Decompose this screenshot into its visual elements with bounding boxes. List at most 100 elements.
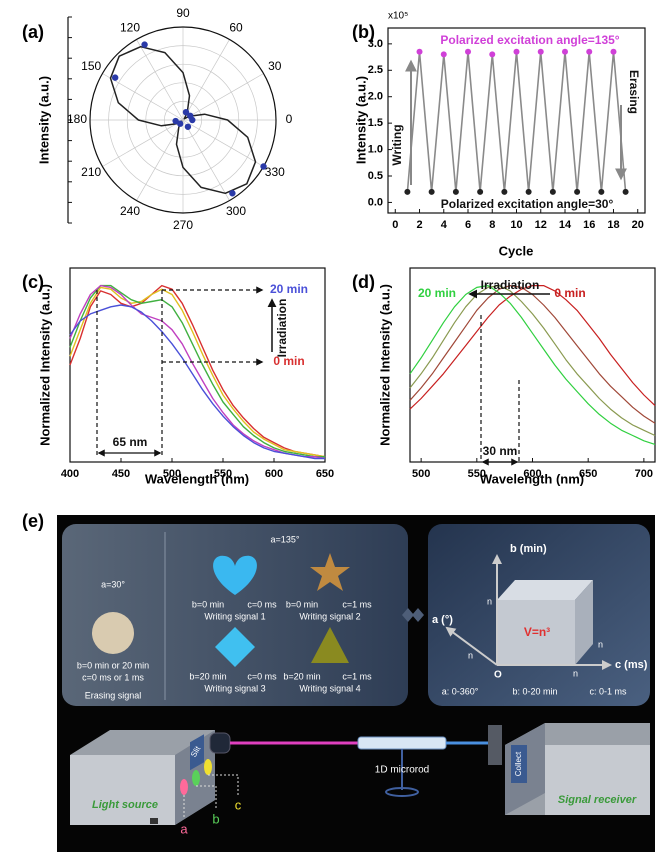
data-point — [184, 123, 192, 130]
cube-side — [575, 580, 593, 665]
n-label: n — [468, 650, 473, 660]
filter-label: a — [180, 821, 188, 836]
theta-tick-label: 330 — [265, 165, 285, 179]
param: c=1 ms — [342, 671, 372, 681]
theta-tick-label: 180 — [67, 112, 87, 126]
data-point — [452, 188, 459, 195]
data-point — [182, 108, 190, 116]
panel-label: (a) — [22, 22, 44, 42]
lens — [209, 732, 231, 754]
theta-tick-label: 270 — [173, 218, 193, 232]
angle-label: a=30° — [101, 579, 125, 589]
grid-line — [136, 39, 184, 121]
filter-label: c — [235, 797, 242, 812]
grid-line — [182, 39, 230, 121]
stand-base — [385, 787, 419, 797]
signal-label: Writing signal 1 — [204, 611, 265, 621]
param: c=1 ms — [342, 599, 372, 609]
x-tick-label: 500 — [163, 468, 181, 480]
data-line — [69, 284, 325, 458]
grid-line — [102, 119, 184, 167]
y-tick-label: 0.0 — [368, 196, 383, 208]
x-tick-label: 12 — [535, 219, 547, 231]
x-tick-label: 700 — [635, 468, 653, 480]
grid-line — [182, 119, 264, 167]
cube-top — [497, 580, 593, 600]
theta-tick-label: 60 — [229, 20, 243, 34]
theta-tick-label: 90 — [176, 6, 190, 20]
theta-tick-label: 150 — [81, 59, 101, 73]
collect-label: Collect — [514, 751, 523, 776]
data-point — [549, 188, 556, 195]
erasing-icon — [92, 612, 134, 654]
annotation: Polarized excitation angle=135° — [440, 33, 619, 47]
filter-lead — [183, 774, 239, 817]
data-point — [111, 74, 119, 81]
theta-tick-label: 120 — [120, 20, 140, 34]
star-icon — [310, 553, 350, 591]
volume-label: V=n³ — [524, 625, 550, 639]
source-label: Light source — [92, 799, 158, 811]
param: b=20 min — [189, 671, 226, 681]
data-point — [610, 48, 617, 55]
x-tick-label: 400 — [61, 468, 79, 480]
y-tick-label: 2.5 — [368, 64, 383, 76]
data-point — [513, 48, 520, 55]
data-point — [404, 188, 411, 195]
x-tick-label: 550 — [214, 468, 232, 480]
axis-label: c (ms) — [615, 659, 648, 671]
angle-label: a=135° — [271, 534, 300, 544]
charts: 0306090120150180210240270300330(a)Intens… — [22, 6, 656, 486]
x-tick-label: 14 — [559, 219, 572, 231]
param: c=0 ms — [247, 671, 277, 681]
range: b: 0-20 min — [512, 686, 557, 696]
panel-label: (d) — [352, 272, 375, 292]
data-point — [260, 163, 267, 170]
grid-line — [182, 119, 230, 201]
data-point — [477, 188, 484, 195]
y-axis-label: Normalized Intensity (a.u.) — [377, 284, 392, 446]
data-line — [69, 304, 325, 460]
filter — [180, 779, 188, 795]
origin: O — [494, 670, 502, 681]
data-point — [598, 188, 605, 195]
data-point — [416, 48, 423, 55]
theta-tick-label: 300 — [226, 204, 246, 218]
signal-label: Writing signal 4 — [299, 683, 360, 693]
n-label: n — [573, 668, 578, 678]
annotation: Irradiation — [275, 299, 289, 358]
panel-e: (e) a=30° b=0 min or 20 min c=0 ms or 1 … — [22, 511, 655, 852]
n-label: n — [598, 639, 603, 649]
cube-front — [497, 600, 575, 665]
x-tick-label: 6 — [465, 219, 471, 231]
rod-label: 1D microrod — [375, 765, 429, 776]
x-tick-label: 8 — [489, 219, 495, 231]
annotation: 0 min — [273, 354, 304, 368]
collect-window — [511, 745, 527, 783]
annotation: Polarized excitation angle=30° — [441, 197, 614, 211]
x-tick-label: 20 — [632, 219, 644, 231]
x-axis-label: Wavelength (nm) — [145, 471, 249, 486]
x-tick-label: 500 — [412, 468, 430, 480]
x-axis-label: Cycle — [499, 243, 534, 258]
range: a: 0-360° — [442, 686, 479, 696]
microrod — [357, 736, 447, 750]
x-tick-label: 4 — [441, 219, 448, 231]
axis — [445, 626, 498, 666]
diamond-icon — [215, 627, 255, 667]
data-point — [525, 188, 532, 195]
signal-label: Erasing signal — [85, 690, 142, 700]
x-tick-label: 650 — [316, 468, 334, 480]
n-label: n — [487, 596, 492, 606]
x-tick-label: 2 — [416, 219, 422, 231]
data-point — [229, 190, 236, 197]
filter — [192, 770, 200, 786]
data-line — [406, 51, 627, 193]
x-tick-label: 0 — [392, 219, 398, 231]
data-point — [465, 48, 472, 55]
theta-tick-label: 240 — [120, 204, 140, 218]
param: b=0 min — [286, 599, 318, 609]
panel-label: (b) — [352, 22, 375, 42]
x-axis-label: Wavelength (nm) — [480, 471, 584, 486]
